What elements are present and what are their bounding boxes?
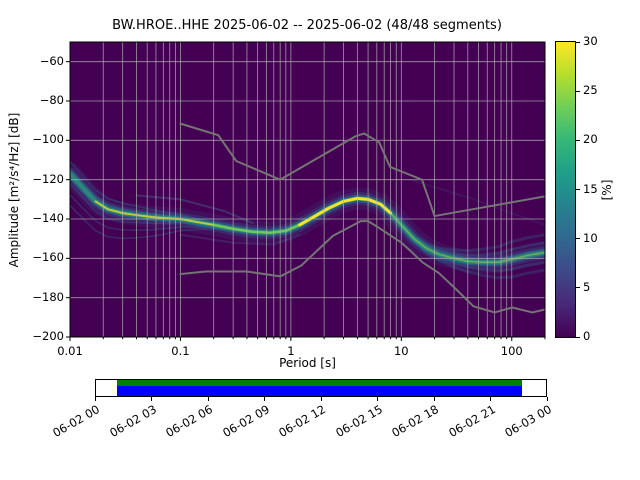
- colorbar-tick-label: 20: [583, 132, 598, 147]
- y-tick-label: −180: [32, 289, 64, 304]
- colorbar-tick: [576, 139, 580, 141]
- y-tick-label: −120: [32, 171, 64, 186]
- timeline-coverage-box: [95, 379, 547, 397]
- timeline-tick: [207, 397, 209, 401]
- colorbar-tick-label: 30: [583, 34, 598, 48]
- timeline-tick: [94, 397, 96, 401]
- timeline-tick: [433, 397, 435, 401]
- x-tick-label: 0.1: [171, 344, 190, 358]
- colorbar-tick-label: 25: [583, 83, 598, 98]
- colorbar-tick-label: 5: [583, 279, 591, 294]
- y-tick-label: −80: [39, 93, 64, 107]
- y-tick-label: −100: [32, 132, 64, 147]
- x-tick-label: 1: [287, 344, 295, 358]
- timeline-coverage-bar: [117, 386, 523, 396]
- colorbar-tick-label: 0: [583, 329, 591, 343]
- colorbar-tick-label: 10: [583, 230, 598, 245]
- colorbar-tick-label: 15: [583, 181, 598, 196]
- timeline-tick: [320, 397, 322, 401]
- colorbar-tick: [576, 90, 580, 92]
- timeline-tick: [490, 397, 491, 401]
- colorbar-tick: [576, 336, 580, 338]
- y-tick-label: −160: [32, 250, 64, 265]
- colorbar-tick: [576, 189, 580, 190]
- y-tick-label: −200: [32, 329, 64, 343]
- timeline-tick: [546, 397, 548, 401]
- x-tick-label: 10: [393, 344, 409, 358]
- x-axis-label: Period [s]: [279, 356, 336, 370]
- colorbar-tick: [576, 287, 580, 289]
- timeline-tick: [264, 397, 265, 401]
- x-tick-label: 0.01: [57, 344, 83, 358]
- timeline-tick: [151, 397, 152, 401]
- timeline-span-bar: [117, 380, 523, 387]
- timeline-tick: [377, 397, 378, 401]
- colorbar-tick: [576, 238, 580, 240]
- colorbar: [555, 41, 576, 338]
- colorbar-tick: [576, 41, 580, 43]
- y-tick-label: −140: [32, 211, 64, 225]
- x-tick-label: 100: [500, 344, 523, 358]
- chart-title: BW.HROE..HHE 2025-06-02 -- 2025-06-02 (4…: [112, 18, 502, 33]
- y-tick-label: −60: [39, 53, 64, 68]
